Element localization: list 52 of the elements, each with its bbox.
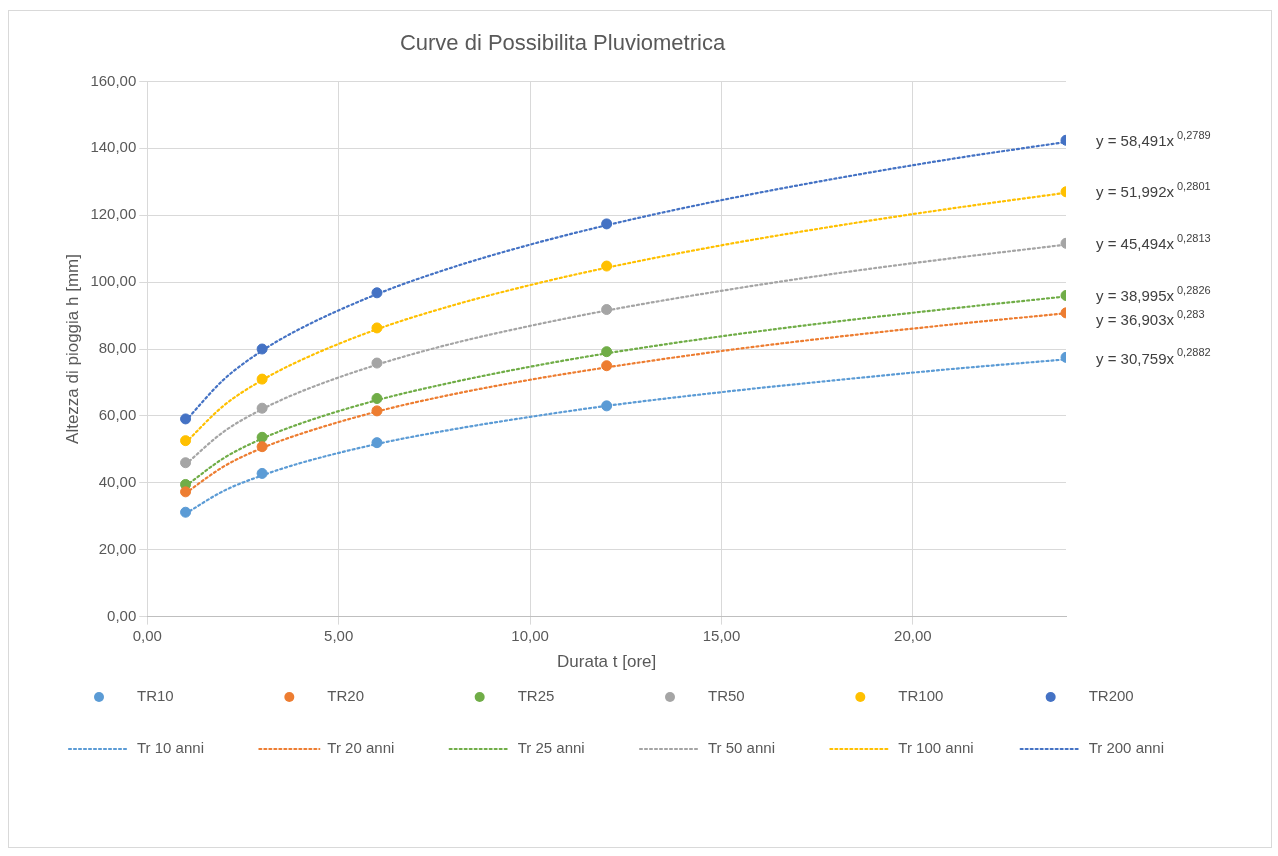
legend-label: Tr 25 anni — [517, 739, 585, 757]
point — [256, 441, 268, 453]
chart-title: Curve di Possibilita Pluviometrica — [399, 30, 726, 56]
y-tick-label: 60,00 — [98, 406, 137, 424]
point — [256, 373, 268, 385]
y-tick-label: 80,00 — [98, 339, 137, 357]
point — [256, 343, 268, 355]
legend-label: Tr 10 anni — [137, 739, 204, 757]
point — [371, 393, 383, 405]
legend-label: TR100 — [898, 687, 944, 705]
legend-label: Tr 100 anni — [898, 739, 974, 757]
x-tick-label: 10,00 — [511, 626, 549, 644]
y-tick-label: 20,00 — [98, 539, 137, 557]
legend-label: Tr 20 anni — [327, 739, 395, 757]
point — [601, 304, 613, 316]
y-tick-label: 120,00 — [90, 205, 137, 223]
legend-label: TR10 — [137, 687, 174, 705]
x-tick-label: 20,00 — [894, 626, 932, 644]
y-axis-title: Altezza di pioggia h [mm] — [62, 254, 82, 444]
point — [180, 435, 192, 447]
point — [601, 400, 613, 412]
x-tick-label: 15,00 — [702, 626, 741, 644]
x-axis-title: Durata t [ore] — [557, 652, 657, 672]
point — [371, 357, 383, 369]
point — [601, 360, 613, 372]
legend-label: Tr 200 anni — [1088, 739, 1164, 757]
point — [256, 467, 268, 479]
point — [601, 218, 613, 230]
legend-label: Tr 50 anni — [708, 739, 775, 757]
legend-label: TR20 — [327, 687, 365, 705]
x-tick-label: 5,00 — [324, 626, 354, 644]
y-tick-label: 100,00 — [90, 272, 137, 290]
legend-label: TR200 — [1088, 687, 1134, 705]
point — [601, 346, 613, 358]
point — [371, 437, 383, 449]
point — [256, 402, 268, 414]
point — [180, 486, 192, 498]
point — [180, 506, 192, 518]
legend-label: TR50 — [708, 687, 745, 705]
point — [371, 405, 383, 417]
legend-label: TR25 — [517, 687, 555, 705]
x-tick-label: 0,00 — [132, 626, 162, 644]
point — [371, 322, 383, 334]
y-tick-label: 0,00 — [107, 606, 137, 624]
point — [180, 413, 192, 425]
point — [601, 260, 613, 272]
y-tick-label: 40,00 — [98, 472, 137, 490]
point — [180, 457, 192, 469]
y-tick-label: 160,00 — [90, 71, 137, 89]
y-tick-label: 140,00 — [90, 138, 137, 156]
point — [256, 431, 268, 443]
point — [371, 287, 383, 299]
